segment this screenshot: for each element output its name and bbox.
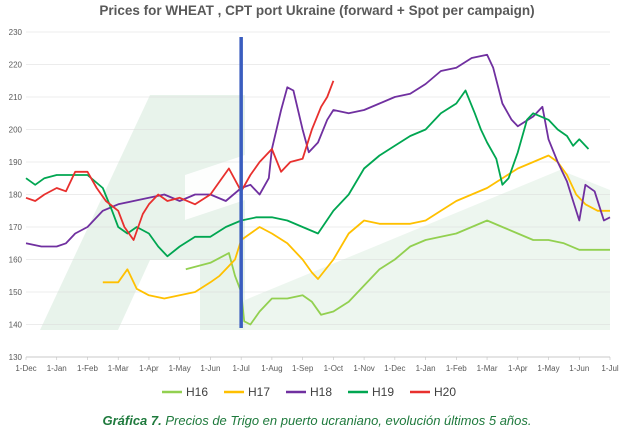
series-lines [25,53,611,326]
x-tick-label: 1-Feb [77,364,98,373]
x-tick-label: 1-Sep [292,364,314,373]
series-line-h17 [102,154,610,300]
x-tick-label: 1-Apr [508,364,528,373]
watermark-letter-a [40,95,245,330]
caption-lead: Gráfica 7. [102,413,162,428]
y-tick-label: 180 [9,191,23,200]
legend-label-h17: H17 [248,385,270,399]
x-tick-label: 1-Oct [324,364,344,373]
y-tick-label: 150 [9,288,23,297]
legend-label-h19: H19 [372,385,394,399]
y-tick-label: 200 [9,126,23,135]
legend-label-h16: H16 [186,385,208,399]
y-tick-label: 190 [9,158,23,167]
caption-text: Precios de Trigo en puerto ucraniano, ev… [161,413,532,428]
y-tick-label: 170 [9,223,23,232]
series-line-h19 [25,89,590,258]
x-tick-label: 1-Jun [569,364,589,373]
x-tick-label: 1-Aug [261,364,282,373]
x-tick-label: 1-Jul [601,364,619,373]
legend: H16 H17 H18 H19 H20 [162,385,456,399]
x-tick-label: 1-Jan [416,364,436,373]
series-line-h16 [185,219,610,326]
chart-title: Prices for WHEAT , CPT port Ukraine (for… [99,3,535,18]
y-tick-label: 230 [9,28,23,37]
x-tick-label: 1-Feb [446,364,467,373]
legend-label-h18: H18 [310,385,332,399]
axes: 130 140 150 160 170 180 190 200 210 220 230 1-Dec 1-… [9,28,619,373]
y-tick-label: 130 [9,353,23,362]
x-tick-label: 1-Jul [232,364,250,373]
y-tick-label: 210 [9,93,23,102]
x-tick-label: 1-Apr [139,364,159,373]
legend-label-h20: H20 [434,385,456,399]
x-tick-label: 1-Jan [47,364,67,373]
x-tick-label: 1-Dec [384,364,405,373]
y-tick-label: 220 [9,61,23,70]
x-tick-label: 1-Dec [15,364,36,373]
series-line-h20 [25,80,335,241]
x-tick-label: 1-Mar [108,364,129,373]
y-tick-label: 160 [9,256,23,265]
x-tick-label: 1-Mar [477,364,498,373]
x-tick-label: 1-May [169,364,191,373]
figure-caption: Gráfica 7. Precios de Trigo en puerto uc… [0,413,634,428]
y-tick-label: 140 [9,321,23,330]
gridlines [26,31,610,358]
x-tick-label: 1-May [537,364,559,373]
watermark-wordmark [245,170,610,330]
x-tick-label: 1-Jun [200,364,220,373]
agrifel-watermark-logo [40,95,610,330]
x-tick-label: 1-Nov [353,364,374,373]
